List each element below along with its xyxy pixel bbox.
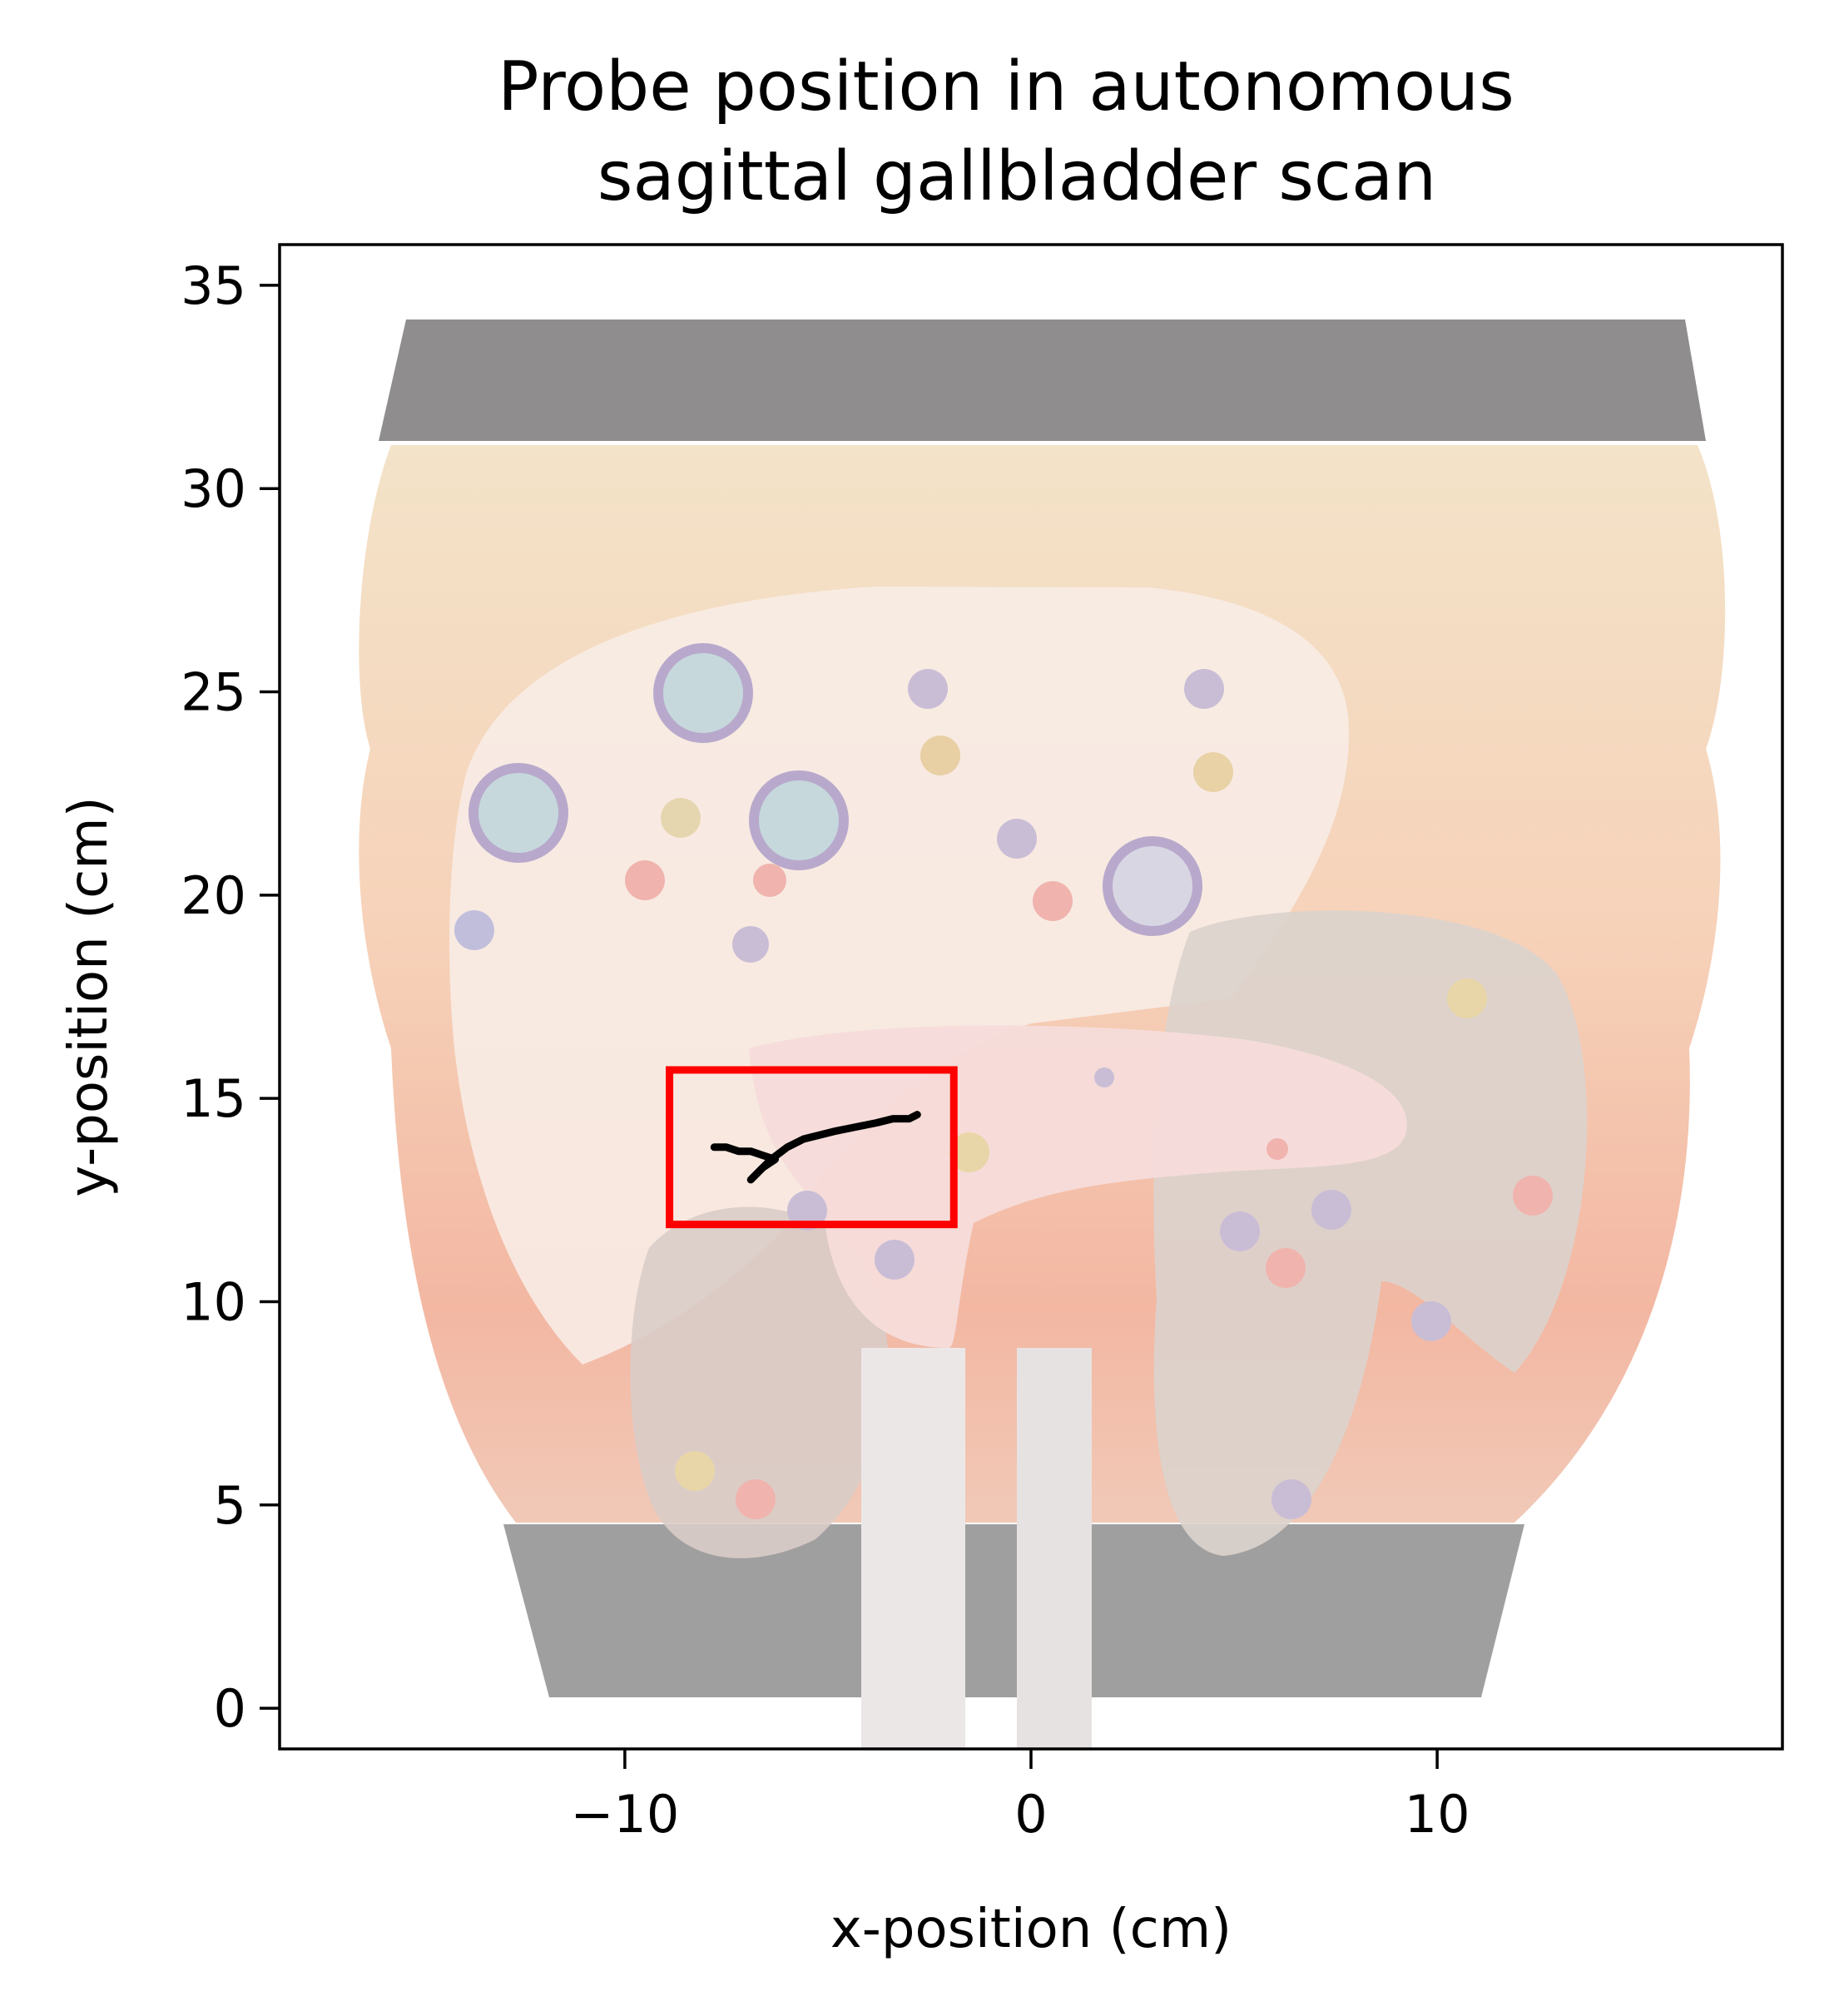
y-tick-label: 30 bbox=[181, 458, 246, 519]
x-tick-label: −10 bbox=[570, 1784, 679, 1845]
lesion-dots bbox=[454, 643, 1553, 1519]
y-tick-label: 10 bbox=[181, 1271, 246, 1332]
x-tick-label: 0 bbox=[1014, 1784, 1047, 1845]
liver-illustration bbox=[449, 587, 1349, 1365]
y-axis-label: y-position (cm) bbox=[58, 796, 120, 1196]
vena-cava-illustration bbox=[1017, 1348, 1092, 1749]
phantom-top-rim bbox=[379, 319, 1706, 441]
aorta-illustration bbox=[861, 1348, 965, 1749]
y-axis-ticks: 0 5 10 15 20 25 30 35 bbox=[181, 255, 280, 1739]
x-axis-label: x-position (cm) bbox=[830, 1899, 1232, 1960]
chart-title-line-2: sagittal gallbladder scan bbox=[597, 137, 1437, 216]
chart-title: Probe position in autonomous sagittal ga… bbox=[498, 47, 1536, 216]
chart-title-line-1: Probe position in autonomous bbox=[498, 47, 1514, 126]
x-tick-label: 10 bbox=[1405, 1784, 1470, 1845]
phantom-bottom-rim bbox=[503, 1524, 1524, 1697]
x-axis-ticks: −10 0 10 bbox=[570, 1749, 1470, 1845]
phantom-background-image bbox=[359, 319, 1726, 1749]
probe-trajectory-line bbox=[710, 1111, 921, 1184]
y-tick-label: 20 bbox=[181, 865, 246, 926]
y-tick-label: 5 bbox=[214, 1475, 246, 1536]
y-tick-label: 25 bbox=[181, 662, 246, 723]
y-tick-label: 0 bbox=[214, 1678, 246, 1739]
region-of-interest-rectangle bbox=[666, 1066, 958, 1229]
y-tick-label: 35 bbox=[181, 255, 246, 316]
y-tick-label: 15 bbox=[181, 1068, 246, 1129]
pancreas-illustration bbox=[749, 1025, 1407, 1348]
